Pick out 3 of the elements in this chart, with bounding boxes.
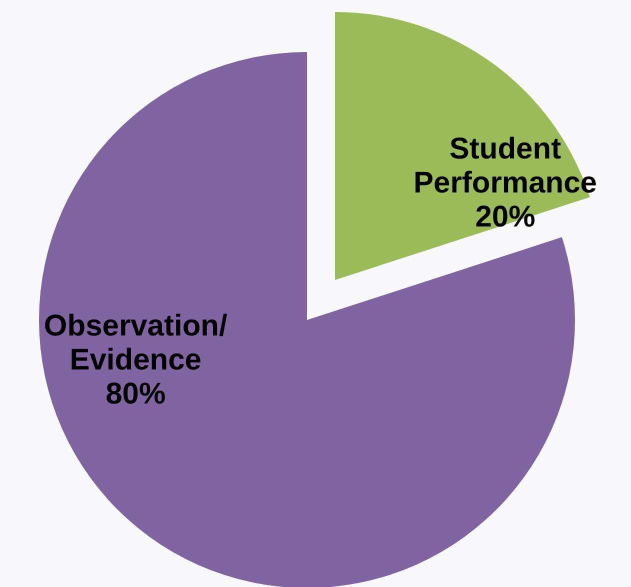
data-label: 20% [475,200,536,234]
slice-label: Observation/ Evidence [44,309,228,376]
data-label: 80% [106,377,166,410]
